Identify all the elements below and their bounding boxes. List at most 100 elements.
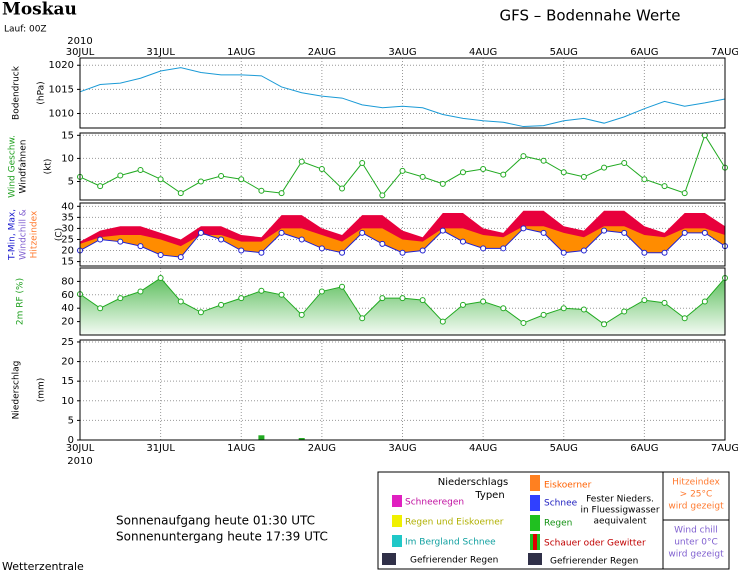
point	[258, 187, 265, 194]
point	[197, 309, 204, 316]
point	[359, 315, 366, 322]
y-tick-label: 20	[61, 317, 74, 328]
y-axis-label: (C)	[55, 228, 65, 241]
point	[137, 166, 144, 173]
y-tick-label: 5	[68, 415, 74, 426]
y-axis-label: Wind Geschw.	[8, 135, 18, 198]
panel-frame	[79, 202, 726, 267]
y-axis-label: T-Min, Max,	[8, 209, 18, 261]
y-tick-label: 20	[61, 246, 74, 257]
point	[601, 164, 608, 171]
point	[339, 283, 346, 290]
date-label: 7AUG	[711, 443, 738, 454]
legend-item: Gefrierender Regen	[410, 556, 498, 566]
panel-frame	[79, 132, 726, 201]
y-tick-label: 1010	[49, 109, 74, 120]
panel-frame	[79, 339, 726, 441]
y-axis-label: Windchill &	[19, 209, 29, 260]
point	[480, 166, 487, 173]
y-tick-label: 25	[61, 234, 74, 245]
point	[580, 173, 587, 180]
area	[80, 278, 725, 335]
y-tick-label: 40	[61, 201, 74, 212]
date-label: 5AUG	[550, 47, 578, 58]
footer: Wetterzentrale	[2, 560, 84, 573]
point	[137, 243, 144, 250]
date-label: 3AUG	[388, 47, 416, 58]
legend-title: Typen	[474, 490, 504, 501]
point	[480, 298, 487, 305]
point	[560, 249, 567, 256]
y-tick-label: 25	[61, 337, 74, 348]
y-axis-label: (hPa)	[37, 81, 47, 104]
point	[379, 240, 386, 247]
title: GFS – Bodennahe Werte	[500, 7, 681, 25]
legend: Niederschlags Typen Schneeregen Regen un…	[377, 471, 730, 570]
point	[399, 295, 406, 302]
point	[298, 236, 305, 243]
point	[318, 166, 325, 173]
point	[621, 160, 628, 167]
point	[520, 319, 527, 326]
point	[439, 318, 446, 325]
y-tick-label: 80	[61, 276, 74, 287]
date-label: 6AUG	[630, 443, 658, 454]
legend-item: Regen	[544, 519, 572, 529]
point	[339, 249, 346, 256]
point	[419, 173, 426, 180]
point	[681, 315, 688, 322]
y-tick-label: 5	[68, 177, 74, 188]
y-tick-label: 20	[61, 357, 74, 368]
point	[419, 297, 426, 304]
panel-frame	[79, 57, 726, 129]
swatch	[533, 534, 537, 550]
point	[157, 176, 164, 183]
point	[157, 275, 164, 282]
swatch	[382, 553, 396, 565]
point	[661, 183, 668, 190]
point	[278, 291, 285, 298]
panel-frame	[79, 267, 726, 336]
point	[480, 245, 487, 252]
swatch	[530, 495, 540, 511]
date-label: 7AUG	[711, 47, 738, 58]
point	[500, 305, 507, 312]
point	[500, 171, 507, 178]
y-tick-label: 0	[68, 435, 74, 446]
point	[580, 306, 587, 313]
point	[278, 190, 285, 197]
point	[560, 305, 567, 312]
sunrise: Sonnenaufgang heute 01:30 UTC	[116, 514, 315, 528]
point	[238, 247, 245, 254]
y-axis-label: (mm)	[37, 378, 47, 403]
legend-item: Regen und Eiskoerner	[405, 518, 504, 528]
point	[218, 172, 225, 179]
point	[359, 229, 366, 236]
legend-item: Schauer oder Gewitter	[544, 539, 646, 549]
point	[197, 178, 204, 185]
point	[318, 245, 325, 252]
point	[601, 321, 608, 328]
y-tick-label: 15	[61, 130, 74, 141]
y-tick-label: 10	[61, 153, 74, 164]
point	[258, 249, 265, 256]
point	[621, 308, 628, 315]
legend-note: aequivalent	[593, 517, 647, 527]
point	[439, 227, 446, 234]
point	[540, 311, 547, 318]
date-label: 2AUG	[308, 443, 336, 454]
point	[97, 183, 104, 190]
point	[117, 238, 124, 245]
date-label: 4AUG	[469, 47, 497, 58]
point	[520, 153, 527, 160]
y-tick-label: 40	[61, 303, 74, 314]
y-tick-label: 15	[61, 376, 74, 387]
year: 2010	[67, 36, 92, 47]
point	[238, 176, 245, 183]
point	[641, 249, 648, 256]
point	[419, 247, 426, 254]
point	[218, 236, 225, 243]
swatch	[392, 515, 402, 527]
point	[97, 236, 104, 243]
point	[661, 299, 668, 306]
